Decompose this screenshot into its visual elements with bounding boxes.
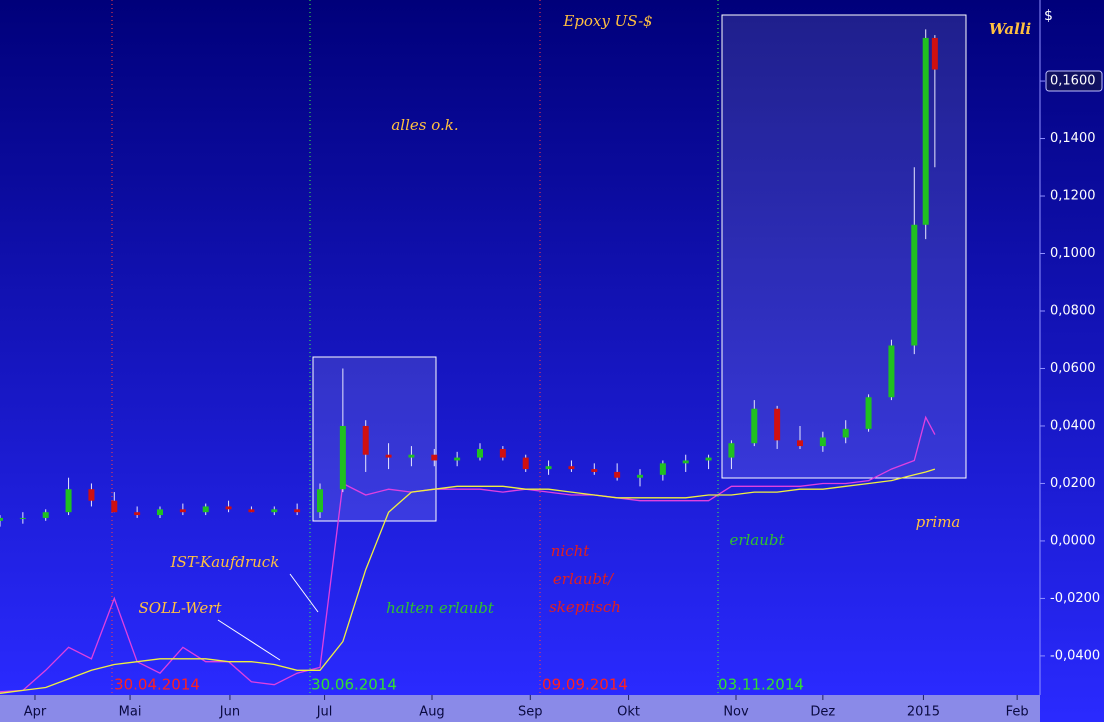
brand: Walli xyxy=(989,20,1032,38)
indicator-line xyxy=(0,468,936,694)
annotation: prima xyxy=(916,513,961,531)
candle-body xyxy=(614,471,621,478)
candle-body xyxy=(225,506,232,510)
x-tick-label: Sep xyxy=(518,705,543,720)
candle-body xyxy=(317,489,323,513)
y-tick-label: 0,0600 xyxy=(1050,361,1096,376)
candle-body xyxy=(751,408,758,444)
x-tick-label: Jul xyxy=(316,705,333,720)
candle-body xyxy=(922,37,929,225)
candle-body xyxy=(202,506,209,513)
y-tick-label: 0,0800 xyxy=(1050,303,1096,318)
candle-body xyxy=(819,437,826,447)
plot-area xyxy=(0,0,1040,695)
candle-body xyxy=(682,460,689,464)
candle-body xyxy=(19,517,26,519)
x-tick-label: Nov xyxy=(723,705,749,720)
date-label: 30.04.2014 xyxy=(114,676,200,694)
annotation: erlaubt xyxy=(729,531,785,549)
x-tick-label: Apr xyxy=(24,705,47,720)
candle-body xyxy=(774,408,781,441)
highlight-box xyxy=(721,14,967,479)
candle-body xyxy=(888,345,895,398)
candle-body xyxy=(477,448,483,458)
candle-body xyxy=(408,454,415,458)
candle-body xyxy=(591,469,598,472)
y-tick-label: 0,1600 xyxy=(1050,74,1096,89)
y-tick-label: 0,0000 xyxy=(1050,533,1096,548)
candle-body xyxy=(65,489,72,513)
y-tick-label: 0,1000 xyxy=(1050,246,1096,261)
series-label: IST-Kaufdruck xyxy=(170,553,280,571)
candle-body xyxy=(179,509,186,513)
marks xyxy=(0,29,938,694)
y-unit: $ xyxy=(1044,8,1053,24)
candle-body xyxy=(0,517,3,521)
y-tick-label: 0,0400 xyxy=(1050,418,1096,433)
candle-body xyxy=(431,454,438,461)
y-tick-label: -0,0200 xyxy=(1050,591,1100,606)
candle-body xyxy=(637,474,643,478)
x-tick-label: 2015 xyxy=(907,705,940,720)
candle-body xyxy=(545,466,552,470)
date-label: 30.06.2014 xyxy=(311,676,397,694)
candle-body xyxy=(931,37,938,70)
candle-body xyxy=(705,457,712,461)
x-tick-label: Dez xyxy=(810,705,835,720)
candle-body xyxy=(568,466,575,470)
x-axis-panel xyxy=(0,695,1040,722)
x-tick-label: Okt xyxy=(617,705,640,720)
candle-body xyxy=(865,397,872,429)
candle-body xyxy=(911,224,918,346)
x-tick-label: Aug xyxy=(419,705,444,720)
date-label: 03.11.2014 xyxy=(718,676,804,694)
annotation: nicht xyxy=(551,542,591,560)
candle-body xyxy=(522,457,529,470)
candle-body xyxy=(339,425,346,490)
pointer-line xyxy=(217,619,281,661)
series-label: SOLL-Wert xyxy=(138,599,222,617)
candle-body xyxy=(248,509,255,513)
y-tick-label: 0,1400 xyxy=(1050,131,1096,146)
candle-body xyxy=(362,425,369,455)
candle-body xyxy=(271,509,278,513)
x-tick-label: Jun xyxy=(219,705,240,720)
y-tick-label: 0,1200 xyxy=(1050,189,1096,204)
indicator-line xyxy=(0,415,936,693)
candle-body xyxy=(797,440,803,447)
highlight-box xyxy=(312,356,437,522)
y-axis-panel xyxy=(1040,0,1104,722)
candle-body xyxy=(157,509,163,516)
candle-body xyxy=(88,489,95,501)
pointer-line xyxy=(289,573,319,613)
annotation: skeptisch xyxy=(549,598,621,616)
candle-body xyxy=(42,512,49,518)
x-tick-label: Mai xyxy=(119,705,142,720)
candle-body xyxy=(454,457,461,461)
x-tick-label: Feb xyxy=(1006,705,1029,720)
price-label-box xyxy=(1045,70,1103,92)
annotation: halten erlaubt xyxy=(386,599,495,617)
chart-title: Epoxy US-$ xyxy=(562,12,652,30)
candle-body xyxy=(659,463,666,475)
candle-body xyxy=(294,509,301,513)
candle-body xyxy=(385,454,392,458)
annotation: erlaubt/ xyxy=(553,570,615,588)
candle-body xyxy=(728,443,735,458)
candle-body xyxy=(499,448,506,458)
candle-body xyxy=(842,428,849,438)
y-tick-label: -0,0400 xyxy=(1050,648,1100,663)
y-tick-label: 0,0200 xyxy=(1050,476,1096,491)
candle-body xyxy=(134,512,141,516)
annotation: alles o.k. xyxy=(391,116,458,134)
candle-body xyxy=(111,500,118,513)
date-label: 09.09.2014 xyxy=(542,676,628,694)
